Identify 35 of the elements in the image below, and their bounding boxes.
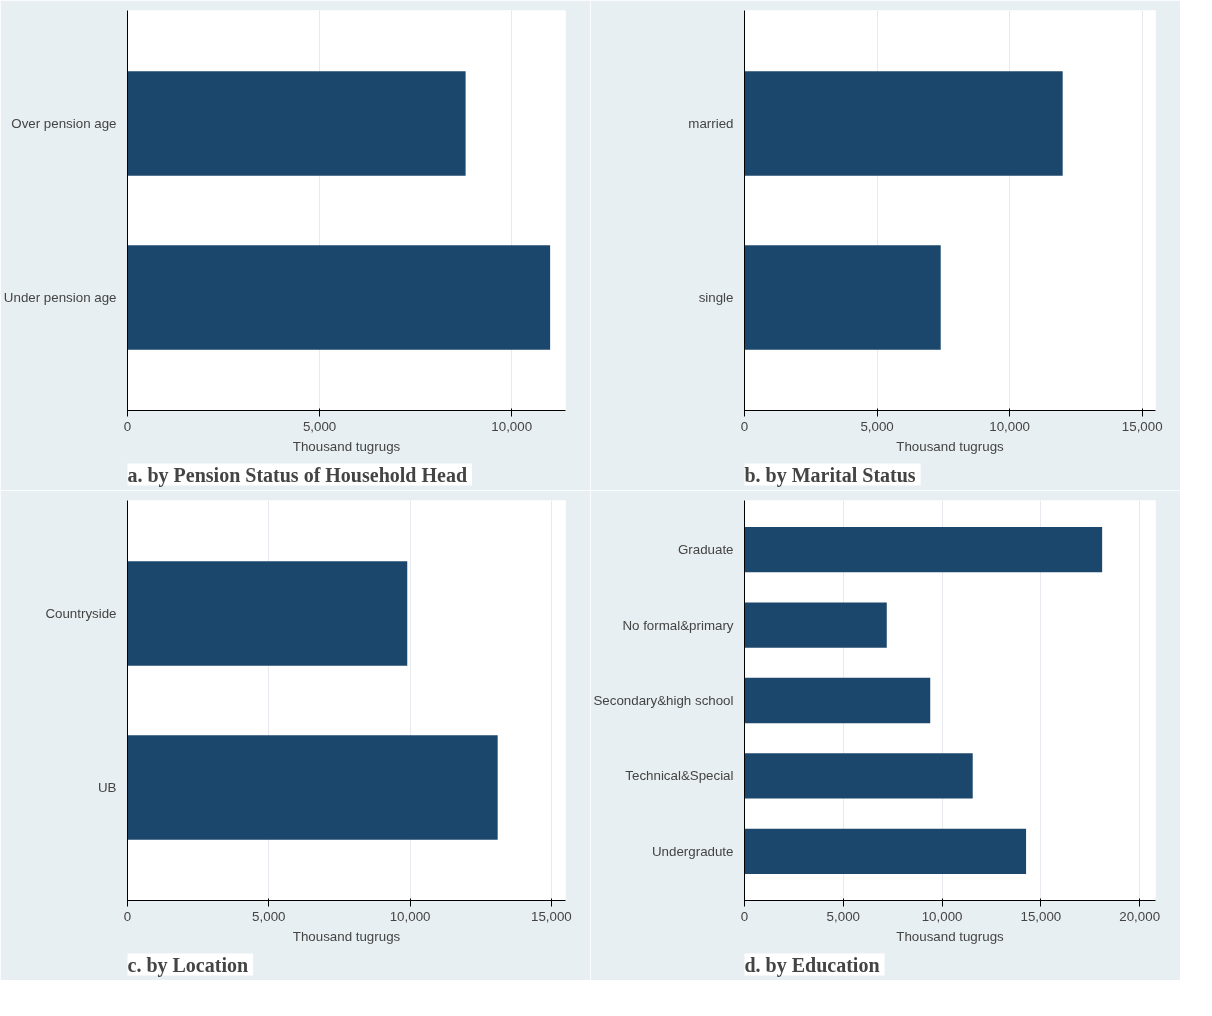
x-tick-label: 0 — [740, 908, 749, 924]
x-tick-label: 15,000 — [1121, 418, 1163, 434]
x-tick-label: 5,000 — [252, 908, 286, 924]
x-tick-label: 15,000 — [1020, 908, 1062, 924]
y-tick-label: Undergradute — [652, 843, 734, 859]
x-tick-label: 10,000 — [389, 908, 431, 924]
x-tick-label: 10,000 — [921, 908, 963, 924]
y-tick-label: married — [688, 116, 734, 132]
y-tick-label: single — [698, 289, 734, 305]
y-tick-label: Countryside — [45, 606, 117, 622]
y-tick-label: Under pension age — [3, 289, 117, 305]
y-tick-label: Secondary&high school — [593, 693, 734, 708]
y-tick-label: Graduate — [677, 542, 734, 558]
y-tick-label: UB — [97, 779, 117, 795]
x-axis-title: Thousand tugrugs — [292, 928, 401, 944]
x-tick-label: 0 — [123, 418, 132, 434]
x-tick-label: 0 — [123, 908, 132, 924]
x-axis-title: Thousand tugrugs — [292, 438, 401, 454]
y-tick-label: No formal&primary — [622, 617, 734, 633]
x-tick-label: 10,000 — [491, 418, 533, 434]
x-tick-label: 15,000 — [530, 908, 572, 924]
x-tick-label: 5,000 — [860, 418, 894, 434]
text: b. by Marital Status — [744, 463, 916, 487]
x-tick-label: 10,000 — [989, 418, 1031, 434]
x-tick-label: 20,000 — [1119, 908, 1161, 924]
x-axis-title: Thousand tugrugs — [896, 438, 1005, 454]
x-tick-label: 5,000 — [302, 418, 337, 434]
text: d. by Education — [744, 953, 880, 977]
x-tick-label: 5,000 — [826, 908, 860, 924]
y-tick-label: Technical&Special — [625, 768, 734, 784]
text: a. by Pension Status of Household Head — [127, 463, 468, 487]
text: c. by Location — [127, 953, 249, 977]
x-tick-label: 0 — [740, 418, 749, 434]
x-axis-title: Thousand tugrugs — [896, 928, 1005, 944]
y-tick-label: Over pension age — [11, 116, 117, 132]
